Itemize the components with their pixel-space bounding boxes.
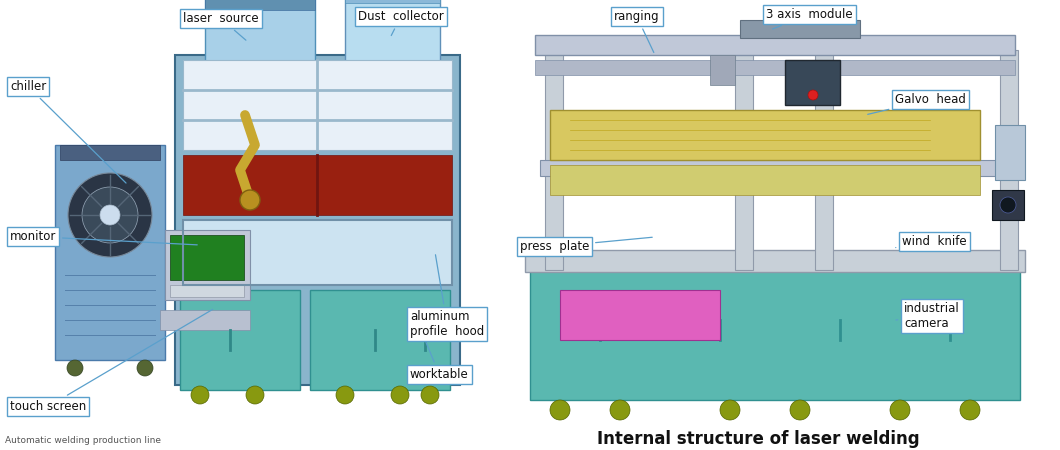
FancyBboxPatch shape xyxy=(310,290,450,390)
FancyBboxPatch shape xyxy=(183,60,452,150)
Circle shape xyxy=(137,360,153,376)
Text: Galvo  head: Galvo head xyxy=(868,93,966,114)
Text: touch screen: touch screen xyxy=(10,310,213,413)
FancyBboxPatch shape xyxy=(165,230,250,300)
Circle shape xyxy=(1000,197,1015,213)
Circle shape xyxy=(68,173,152,257)
Circle shape xyxy=(790,400,810,420)
Circle shape xyxy=(67,360,83,376)
FancyBboxPatch shape xyxy=(170,235,244,280)
Circle shape xyxy=(890,400,909,420)
Text: industrial
camera: industrial camera xyxy=(896,302,959,330)
FancyBboxPatch shape xyxy=(183,155,452,215)
FancyBboxPatch shape xyxy=(180,290,300,390)
FancyBboxPatch shape xyxy=(60,145,160,160)
Circle shape xyxy=(808,90,818,100)
Text: Automatic welding production line: Automatic welding production line xyxy=(5,436,161,445)
FancyBboxPatch shape xyxy=(175,55,460,385)
Text: worktable: worktable xyxy=(410,342,469,381)
Circle shape xyxy=(391,386,409,404)
FancyBboxPatch shape xyxy=(183,220,452,285)
FancyBboxPatch shape xyxy=(560,290,720,340)
Circle shape xyxy=(246,386,264,404)
FancyBboxPatch shape xyxy=(550,165,980,195)
Circle shape xyxy=(421,386,439,404)
FancyBboxPatch shape xyxy=(160,310,250,330)
Text: aluminum
profile  hood: aluminum profile hood xyxy=(410,255,484,338)
FancyBboxPatch shape xyxy=(205,0,315,10)
Text: Internal structure of laser welding: Internal structure of laser welding xyxy=(597,430,919,448)
FancyBboxPatch shape xyxy=(55,145,165,360)
Text: wind  knife: wind knife xyxy=(896,235,967,248)
Text: press  plate: press plate xyxy=(520,237,652,253)
Circle shape xyxy=(336,386,354,404)
FancyBboxPatch shape xyxy=(170,285,244,297)
Circle shape xyxy=(610,400,630,420)
FancyBboxPatch shape xyxy=(540,160,1010,176)
FancyBboxPatch shape xyxy=(525,250,1025,272)
Text: chiller: chiller xyxy=(10,80,126,183)
FancyBboxPatch shape xyxy=(1000,50,1018,270)
Text: monitor: monitor xyxy=(10,230,197,245)
Text: ranging: ranging xyxy=(614,10,659,53)
Text: 3 axis  module: 3 axis module xyxy=(766,8,852,29)
FancyBboxPatch shape xyxy=(785,60,840,105)
FancyBboxPatch shape xyxy=(740,20,860,38)
FancyBboxPatch shape xyxy=(344,0,440,3)
Circle shape xyxy=(960,400,980,420)
FancyBboxPatch shape xyxy=(735,50,753,270)
Circle shape xyxy=(550,400,570,420)
FancyBboxPatch shape xyxy=(545,50,563,270)
Text: Dust  collector: Dust collector xyxy=(358,10,444,36)
Circle shape xyxy=(240,190,260,210)
Text: laser  source: laser source xyxy=(183,12,259,40)
FancyBboxPatch shape xyxy=(995,125,1025,180)
FancyBboxPatch shape xyxy=(535,35,1015,55)
Circle shape xyxy=(720,400,740,420)
Circle shape xyxy=(191,386,209,404)
Circle shape xyxy=(100,205,120,225)
Circle shape xyxy=(82,187,138,243)
FancyBboxPatch shape xyxy=(710,55,735,85)
FancyBboxPatch shape xyxy=(550,110,980,160)
FancyBboxPatch shape xyxy=(815,50,833,270)
FancyBboxPatch shape xyxy=(535,60,1015,75)
FancyBboxPatch shape xyxy=(992,190,1024,220)
FancyBboxPatch shape xyxy=(344,0,440,65)
FancyBboxPatch shape xyxy=(205,0,315,65)
FancyBboxPatch shape xyxy=(530,270,1020,400)
